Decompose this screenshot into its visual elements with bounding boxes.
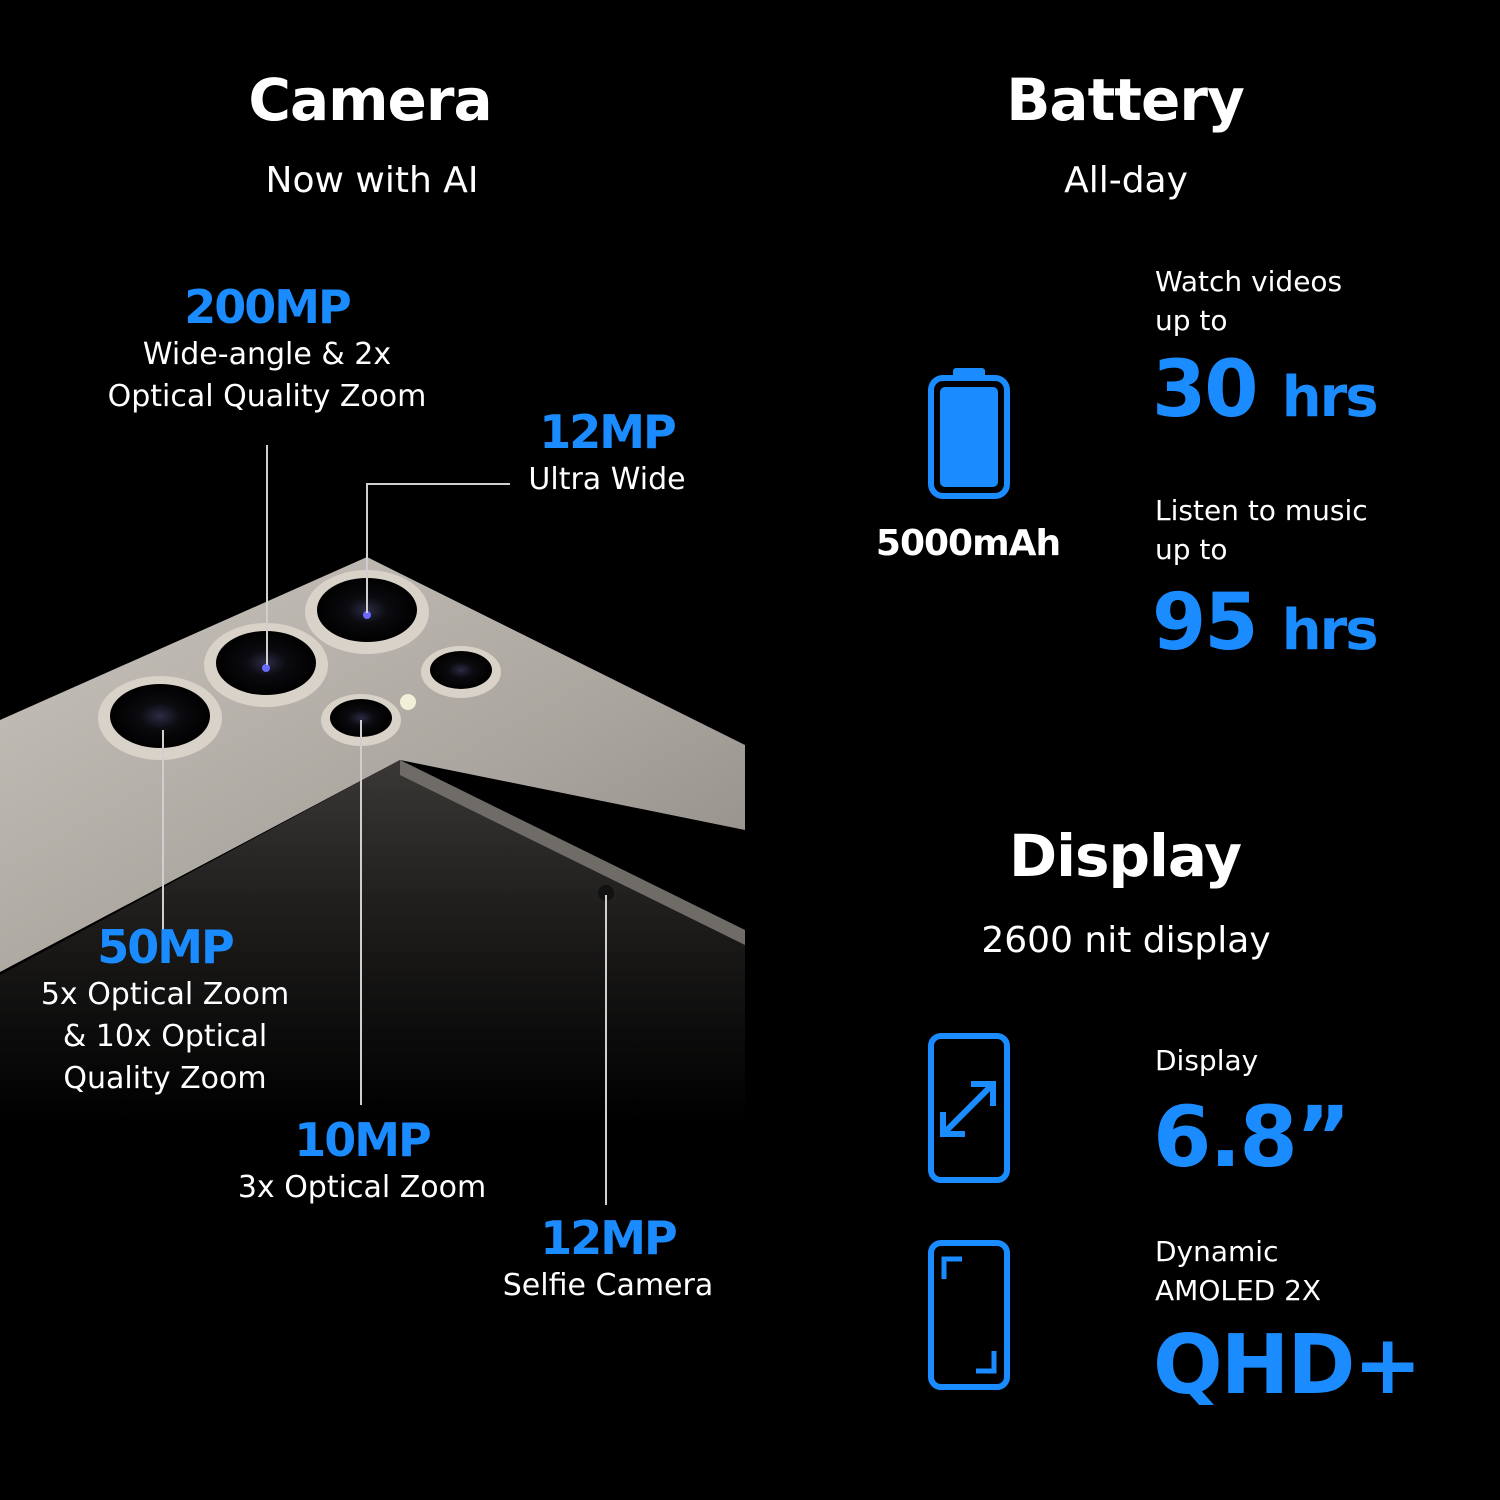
selfie-camera-hole — [598, 885, 614, 901]
music-label: Listen to music up to — [1155, 491, 1368, 569]
phone-illustration — [0, 557, 745, 1120]
flash — [400, 694, 416, 710]
video-hours-unit: hrs — [1281, 365, 1379, 430]
callout-line-12mp — [366, 483, 368, 613]
callout-line-200mp — [266, 445, 268, 665]
callout-mp: 10MP — [294, 1113, 432, 1167]
music-label-line1: Listen to music — [1155, 494, 1368, 527]
callout-desc: 5x Optical Zoom — [40, 977, 290, 1012]
music-label-line2: up to — [1155, 533, 1228, 566]
phone-diagonal-resize-icon — [928, 1033, 1010, 1183]
callout-12mp-ultrawide: 12MP Ultra Wide — [528, 405, 685, 501]
callout-line-10mp — [360, 720, 362, 1105]
battery-subtitle: All-day — [1064, 160, 1188, 201]
callout-desc: Ultra Wide — [528, 462, 686, 497]
display-subtitle: 2600 nit display — [981, 920, 1271, 961]
battery-full-icon — [928, 368, 1010, 499]
video-label-line1: Watch videos — [1155, 265, 1343, 298]
callout-mp: 12MP — [540, 1211, 678, 1265]
phone-corners-icon — [928, 1240, 1010, 1390]
panel-label-line2: AMOLED 2X — [1155, 1274, 1322, 1307]
callout-desc: Wide-angle & 2x — [142, 337, 392, 372]
video-hours: 30 hrs — [1152, 345, 1379, 435]
callout-200mp: 200MP Wide-angle & 2x Optical Quality Zo… — [108, 280, 427, 418]
battery-title: Battery — [1006, 66, 1245, 134]
music-hours: 95 hrs — [1152, 578, 1379, 668]
callout-desc: Quality Zoom — [63, 1061, 267, 1096]
callout-mp: 200MP — [184, 280, 352, 334]
callout-line-50mp — [162, 730, 164, 930]
video-hours-value: 30 — [1152, 345, 1259, 435]
battery-capacity: 5000mAh — [875, 523, 1061, 564]
music-hours-unit: hrs — [1281, 598, 1379, 663]
callout-desc: Selfie Camera — [502, 1268, 714, 1303]
panel-label: Dynamic AMOLED 2X — [1155, 1232, 1321, 1310]
callout-mp: 12MP — [539, 405, 677, 459]
callout-desc: & 10x Optical — [62, 1019, 268, 1054]
display-size-label: Display — [1155, 1044, 1259, 1077]
music-hours-value: 95 — [1152, 578, 1259, 668]
callout-12mp-selfie: 12MP Selfie Camera — [503, 1211, 713, 1307]
camera-subtitle: Now with AI — [265, 160, 479, 201]
display-title: Display — [1008, 822, 1242, 890]
phone-back — [0, 557, 745, 972]
camera-lens-periscope — [421, 646, 501, 698]
display-size-value: 6.8” — [1153, 1088, 1351, 1186]
camera-title: Camera — [248, 66, 492, 134]
panel-label-line1: Dynamic — [1155, 1235, 1279, 1268]
callout-line-12mp-h — [366, 483, 510, 485]
callout-line-selfie — [605, 895, 607, 1205]
callout-10mp: 10MP 3x Optical Zoom — [238, 1113, 486, 1209]
callout-desc: 3x Optical Zoom — [237, 1170, 487, 1205]
video-label: Watch videos up to — [1155, 262, 1342, 340]
callout-50mp: 50MP 5x Optical Zoom & 10x Optical Quali… — [41, 920, 289, 1100]
panel-resolution: QHD+ — [1153, 1318, 1422, 1413]
callout-desc: Optical Quality Zoom — [107, 379, 427, 414]
camera-lens-50mp — [98, 676, 222, 760]
video-label-line2: up to — [1155, 304, 1228, 337]
callout-mp: 50MP — [97, 920, 235, 974]
